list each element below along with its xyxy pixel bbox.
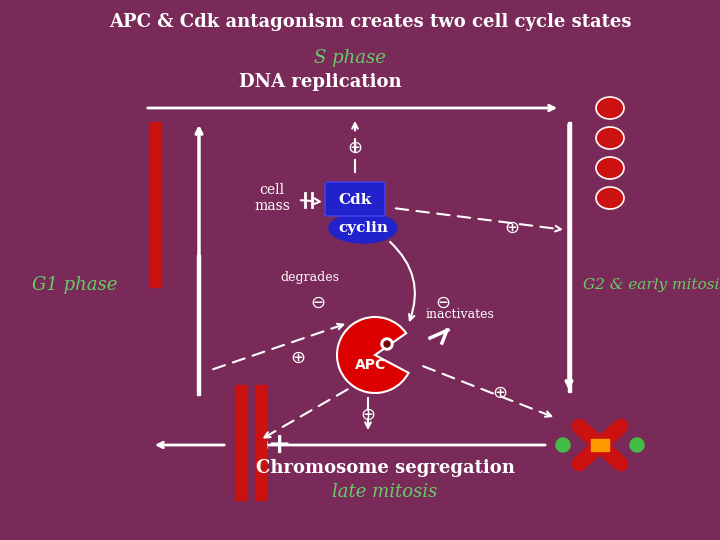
Text: Cdk: Cdk [338,193,372,207]
Text: ⊕: ⊕ [348,139,363,157]
Text: ⊕: ⊕ [361,406,376,424]
Text: ⊖: ⊖ [436,294,451,312]
Circle shape [556,438,570,452]
Text: ⊕: ⊕ [505,219,520,237]
Text: ⊕: ⊕ [492,384,508,402]
Text: APC: APC [356,358,387,372]
Text: cell
mass: cell mass [254,183,290,213]
Bar [235,385,246,500]
Ellipse shape [596,97,624,119]
Bar [591,439,609,451]
Circle shape [381,338,393,350]
Circle shape [630,438,644,452]
Wedge shape [337,317,408,393]
Bar [255,385,266,500]
Bar [150,122,161,287]
Bar [197,255,200,395]
Text: DNA replication: DNA replication [239,73,401,91]
Text: inactivates: inactivates [426,308,495,321]
Circle shape [384,341,390,347]
Bar [568,122,571,392]
Text: ⊕: ⊕ [290,349,305,367]
FancyBboxPatch shape [325,182,385,216]
Text: ⊖: ⊖ [310,294,325,312]
Ellipse shape [596,157,624,179]
Text: cyclin: cyclin [338,221,388,235]
Ellipse shape [596,187,624,209]
Text: G2 & early mitosis: G2 & early mitosis [583,278,720,292]
Ellipse shape [329,213,397,243]
Ellipse shape [596,127,624,149]
Text: +: + [269,431,292,459]
Text: late mitosis: late mitosis [333,483,438,501]
Text: G1 phase: G1 phase [32,276,117,294]
Text: Chromosome segregation: Chromosome segregation [256,459,514,477]
Text: APC & Cdk antagonism creates two cell cycle states: APC & Cdk antagonism creates two cell cy… [109,13,631,31]
Text: degrades: degrades [281,272,340,285]
Text: S phase: S phase [314,49,386,67]
